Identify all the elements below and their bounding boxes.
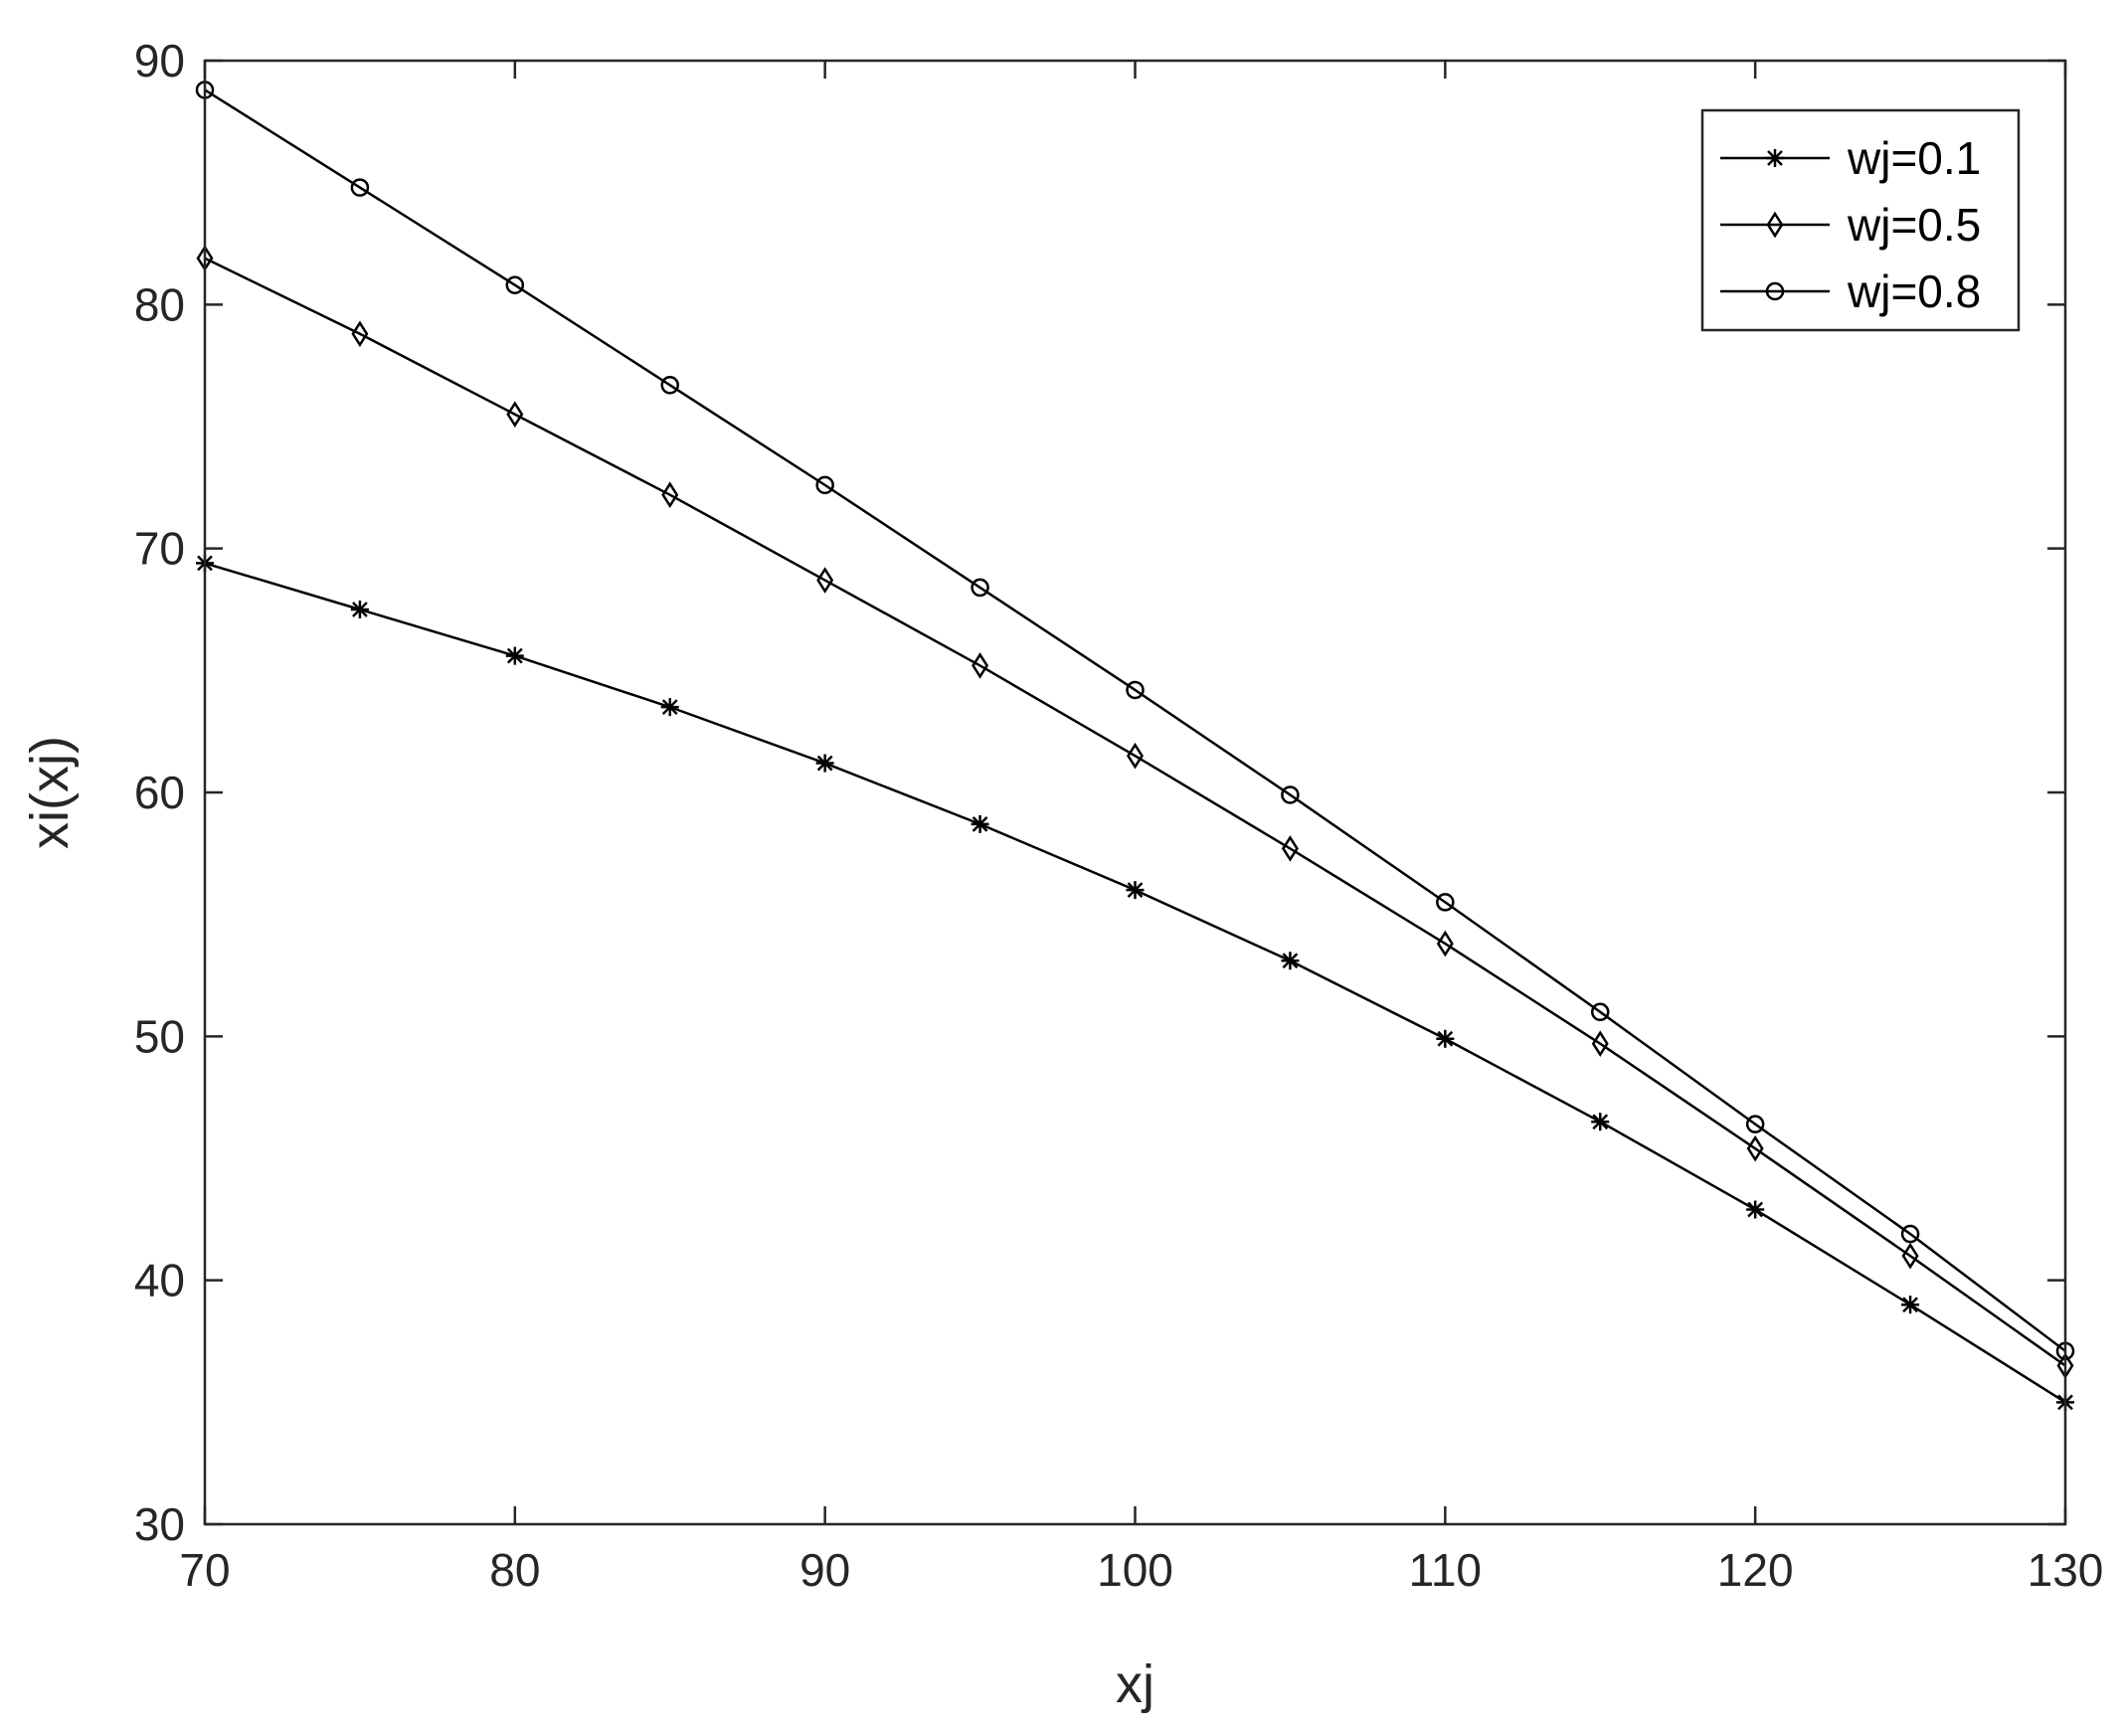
legend-marker-asterisk	[1766, 149, 1784, 167]
data-point-asterisk	[350, 601, 369, 618]
data-point-asterisk	[1901, 1296, 1920, 1314]
x-tick-label: 80	[489, 1544, 540, 1596]
legend-marker-diamond	[1766, 211, 1784, 239]
data-point-diamond	[1591, 1030, 1609, 1058]
data-point-diamond	[1746, 1134, 1764, 1162]
data-point-asterisk	[1591, 1113, 1610, 1131]
data-point-circle	[1436, 893, 1455, 912]
x-tick-label: 100	[1097, 1544, 1173, 1596]
series-line-diamond	[204, 257, 2066, 1367]
data-point-diamond	[1901, 1242, 1919, 1270]
data-point-asterisk	[971, 814, 989, 833]
y-axis-title: xi(xj)	[20, 736, 80, 849]
legend-entry: wj=0.8	[1720, 265, 1981, 317]
data-point-asterisk	[1126, 881, 1145, 900]
axes: 70 80 90 100 110 120 130 30 40 50 60 70 80 90	[134, 35, 2104, 1596]
y-tick-label: 30	[134, 1498, 185, 1550]
legend: wj=0.1 wj=0.5 wj=0.8	[1700, 108, 2021, 332]
legend-box	[1700, 108, 2021, 332]
data-point-circle	[815, 475, 834, 495]
data-point-asterisk	[1436, 1029, 1455, 1048]
plot-area	[195, 81, 2075, 1412]
y-tick-label: 40	[134, 1255, 185, 1306]
data-point-diamond	[351, 320, 369, 348]
data-point-diamond	[506, 401, 524, 429]
data-point-diamond	[816, 567, 834, 594]
data-point-circle	[660, 376, 679, 395]
data-point-circle	[1126, 680, 1145, 700]
legend-label: wj=0.8	[1847, 265, 1981, 317]
y-tick-label: 50	[134, 1010, 185, 1062]
data-point-circle	[1745, 1115, 1765, 1133]
x-axis-title: xj	[1116, 1654, 1154, 1714]
data-point-circle	[1591, 1002, 1610, 1022]
data-point-diamond	[661, 481, 679, 509]
data-point-asterisk	[660, 698, 679, 717]
data-point-circle	[1900, 1224, 1920, 1244]
data-point-diamond	[1127, 742, 1144, 770]
y-tick-label: 80	[134, 278, 185, 330]
y-tick-label: 60	[134, 767, 185, 818]
x-tick-label: 110	[1409, 1544, 1482, 1596]
data-point-circle	[505, 275, 525, 294]
x-tick-label: 130	[2028, 1544, 2104, 1596]
data-point-circle	[1281, 785, 1300, 804]
x-tick-label: 70	[179, 1544, 230, 1596]
data-point-diamond	[1281, 835, 1299, 862]
data-point-diamond	[1436, 930, 1454, 957]
data-point-asterisk	[1746, 1200, 1765, 1219]
legend-marker-circle	[1765, 281, 1785, 301]
legend-label: wj=0.1	[1847, 132, 1981, 184]
y-tick-label: 90	[134, 35, 185, 87]
legend-entry: wj=0.5	[1720, 199, 1981, 251]
legend-label: wj=0.5	[1847, 199, 1981, 251]
series-line-circle	[204, 88, 2066, 1352]
data-point-circle	[350, 178, 370, 197]
data-point-diamond	[972, 652, 989, 679]
data-point-circle	[971, 578, 989, 598]
data-point-asterisk	[505, 646, 524, 665]
x-tick-label: 120	[1717, 1544, 1794, 1596]
data-point-asterisk	[815, 754, 834, 773]
legend-entry: wj=0.1	[1720, 132, 1981, 184]
y-tick-label: 70	[134, 523, 185, 575]
data-point-asterisk	[1281, 952, 1300, 970]
x-tick-label: 90	[799, 1544, 850, 1596]
